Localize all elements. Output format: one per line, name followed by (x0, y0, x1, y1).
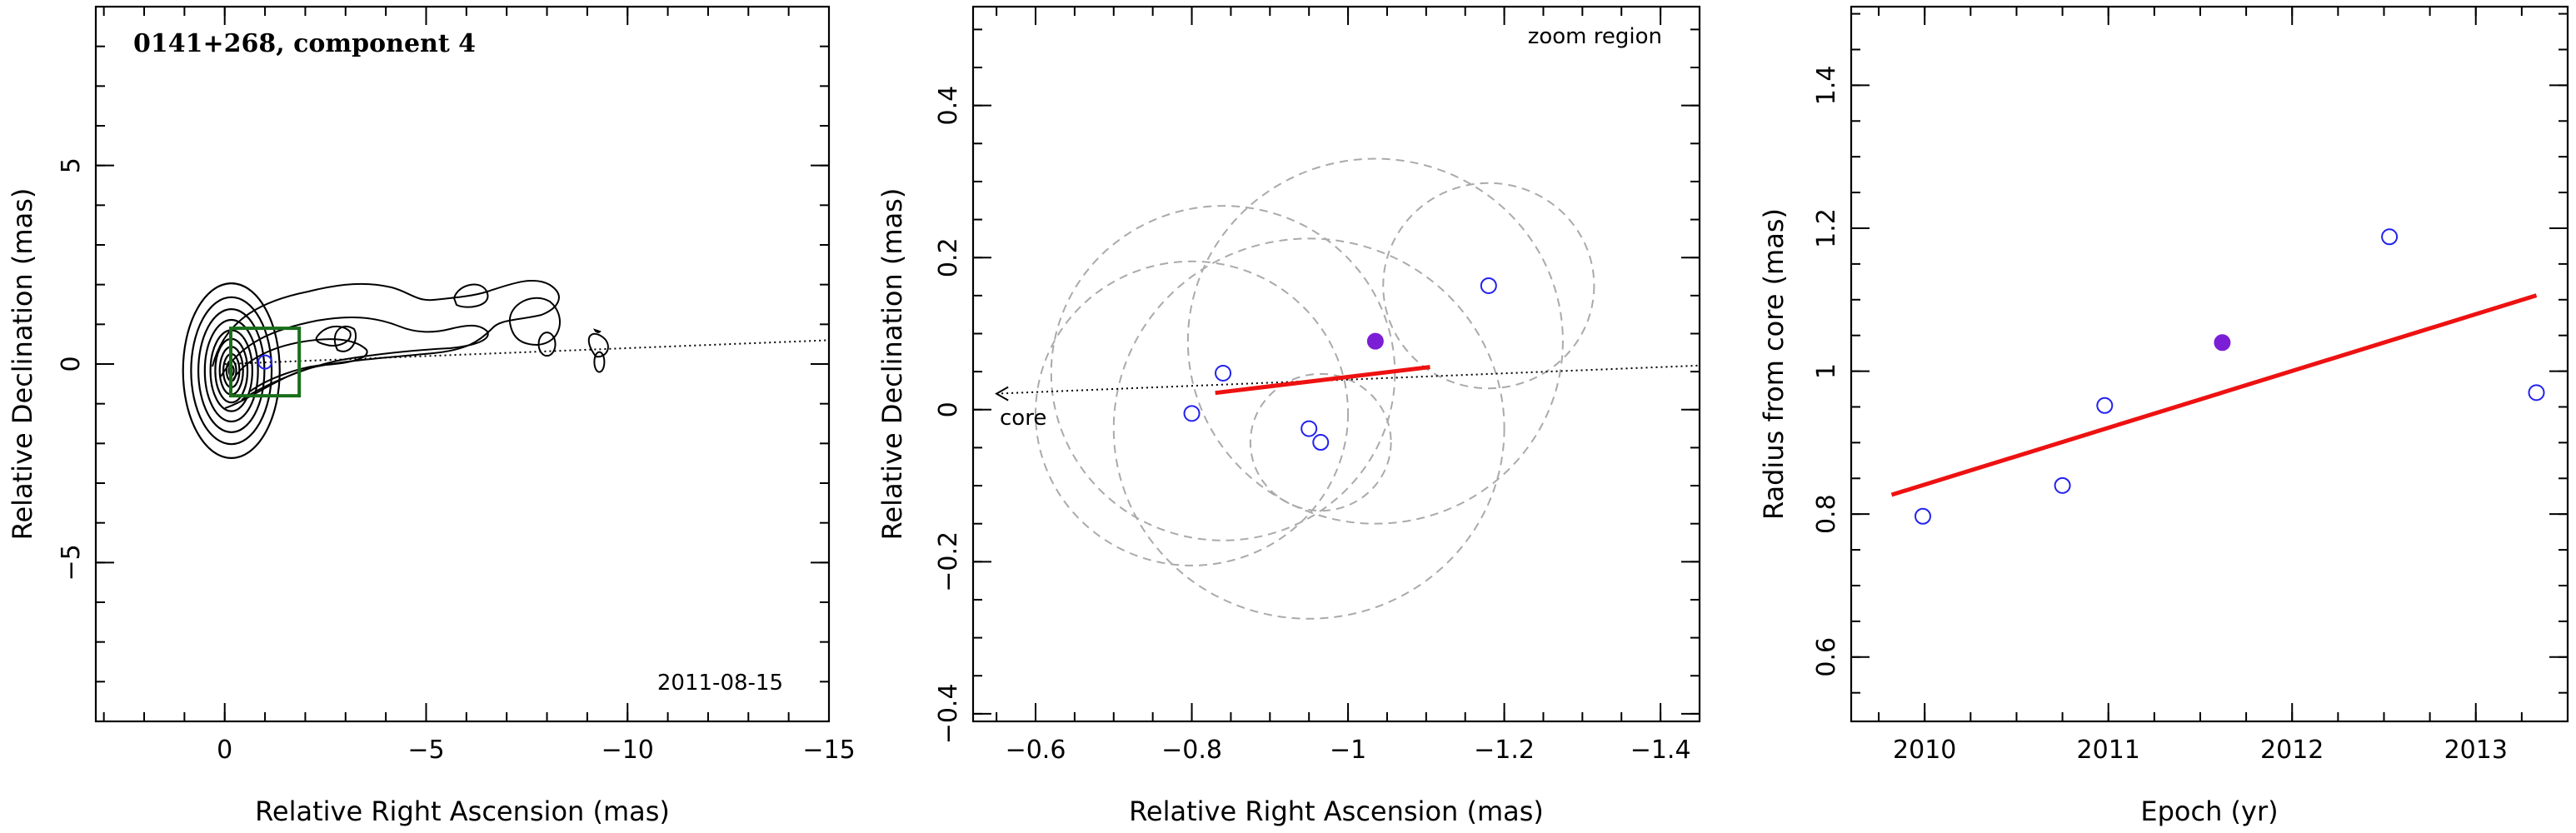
panel-2-frame (971, 5, 1701, 723)
data-point (2054, 476, 2071, 494)
data-point (2528, 384, 2545, 402)
panel-3-xtick-label: 2012 (2260, 736, 2324, 765)
core-contour (182, 282, 281, 459)
panel-2-xtick-label: −1.4 (1630, 736, 1691, 765)
component-zoom-box (228, 327, 302, 398)
panel-3-ticks: 2010 2011 2012 2013 0.6 0.8 1 1.2 1.4 (1812, 7, 2569, 765)
core-arrow (995, 386, 1009, 402)
component-marker (257, 354, 273, 370)
error-circle (1249, 372, 1392, 512)
panel-3-ytick-label: 1.2 (1812, 208, 1841, 248)
panel-1-xtick-label: −15 (802, 736, 855, 765)
panel-3-radius-vs-epoch: 2010 2011 2012 2013 0.6 0.8 1 1.2 1.4 Epoch (yr)… (1758, 5, 2569, 827)
jet-contour (212, 279, 560, 409)
panel-1-plot-area (182, 279, 829, 459)
data-point (1300, 420, 1318, 437)
panel-2-core-label: core (1000, 406, 1046, 431)
data-point (1215, 364, 1232, 382)
data-point (2096, 397, 2114, 414)
panel-1-xtick-label: −5 (407, 736, 444, 765)
panel-1-xtick-label: 0 (217, 736, 232, 765)
error-circle (1035, 260, 1350, 566)
jet-knot-contour (537, 332, 557, 357)
panel-3-xtick-label: 2011 (2077, 736, 2140, 765)
data-point (2381, 228, 2399, 246)
panel-1-contour-map: 0 −5 −10 −15 −5 0 5 0141+268, component 4 2011… (7, 5, 856, 827)
error-circle (1186, 157, 1564, 525)
data-point (1480, 277, 1497, 294)
panel-2-x-axis-label: Relative Right Ascension (mas) (1129, 796, 1544, 827)
jet-contour (220, 316, 489, 401)
data-point (1312, 434, 1330, 451)
panel-2-ytick-label: −0.2 (934, 531, 963, 592)
panel-1-xtick-label: −10 (602, 736, 654, 765)
panel-2-xtick-label: −0.6 (1006, 736, 1066, 765)
jet-knot-contour (593, 328, 602, 333)
panel-1-y-axis-label: Relative Declination (mas) (7, 188, 38, 541)
panel-2-ytick-label: 0.4 (934, 86, 963, 126)
jet-knot-contour (587, 332, 609, 358)
panel-1-ytick-label: 0 (57, 356, 86, 372)
jet-axis-line (996, 364, 1700, 395)
panel-1-x-axis-label: Relative Right Ascension (mas) (255, 796, 670, 827)
panel-1-ytick-label: −5 (57, 544, 86, 581)
highlighted-point (2214, 334, 2231, 352)
panel-3-ytick-label: 1.4 (1812, 66, 1841, 106)
data-point (1915, 507, 1931, 525)
panel-2-ytick-label: 0 (934, 402, 963, 417)
fit-line (1890, 293, 2538, 497)
panel-1-ticks: 0 −5 −10 −15 −5 0 5 (57, 6, 856, 765)
panel-2-plot-area (995, 157, 1700, 620)
jet-knot-contour (452, 283, 489, 308)
core-contour (203, 318, 259, 423)
core-contour (190, 296, 273, 446)
panel-2-zoom-region: −0.6 −0.8 −1 −1.2 −1.4 −0.4 −0.2 0 0.2 0.4 zoom r… (876, 5, 1701, 827)
jet-axis-line (224, 339, 829, 365)
panel-2-title: zoom region (1528, 24, 1662, 49)
error-circle (1112, 237, 1505, 620)
error-circle (1050, 205, 1396, 541)
fit-line (1215, 365, 1430, 396)
panel-1-ytick-label: 5 (57, 157, 86, 173)
panel-2-xtick-label: −0.8 (1161, 736, 1222, 765)
panel-3-y-axis-label: Radius from core (mas) (1758, 208, 1790, 520)
panel-3-ytick-label: 1 (1812, 363, 1841, 379)
panel-2-y-axis-label: Relative Declination (mas) (876, 188, 908, 541)
core-contour (197, 308, 266, 433)
panel-2-ytick-label: −0.4 (934, 683, 963, 744)
panel-1-date-label: 2011-08-15 (657, 671, 783, 696)
panel-2-xtick-label: −1.2 (1474, 736, 1535, 765)
panel-2-ticks: −0.6 −0.8 −1 −1.2 −1.4 −0.4 −0.2 0 0.2 0.4 (934, 7, 1700, 765)
panel-3-xtick-label: 2013 (2444, 736, 2508, 765)
jet-knot-contour (508, 297, 561, 347)
panel-3-ytick-label: 0.6 (1812, 637, 1841, 677)
highlighted-point (1366, 332, 1384, 350)
jet-knot-contour (333, 325, 357, 352)
panel-2-ytick-label: 0.2 (934, 237, 963, 277)
jet-contour (315, 325, 352, 347)
panel-2-xtick-label: −1 (1330, 736, 1366, 765)
panel-3-xtick-label: 2010 (1893, 736, 1956, 765)
panel-3-x-axis-label: Epoch (yr) (2140, 796, 2278, 827)
data-point (1183, 405, 1201, 422)
panel-3-frame (1850, 5, 2569, 723)
panel-3-plot-area (1890, 228, 2545, 525)
error-circle (1382, 182, 1595, 390)
panel-3-ytick-label: 0.8 (1812, 494, 1841, 534)
panel-1-title: 0141+268, component 4 (133, 29, 476, 58)
jet-knot-contour (593, 351, 606, 373)
